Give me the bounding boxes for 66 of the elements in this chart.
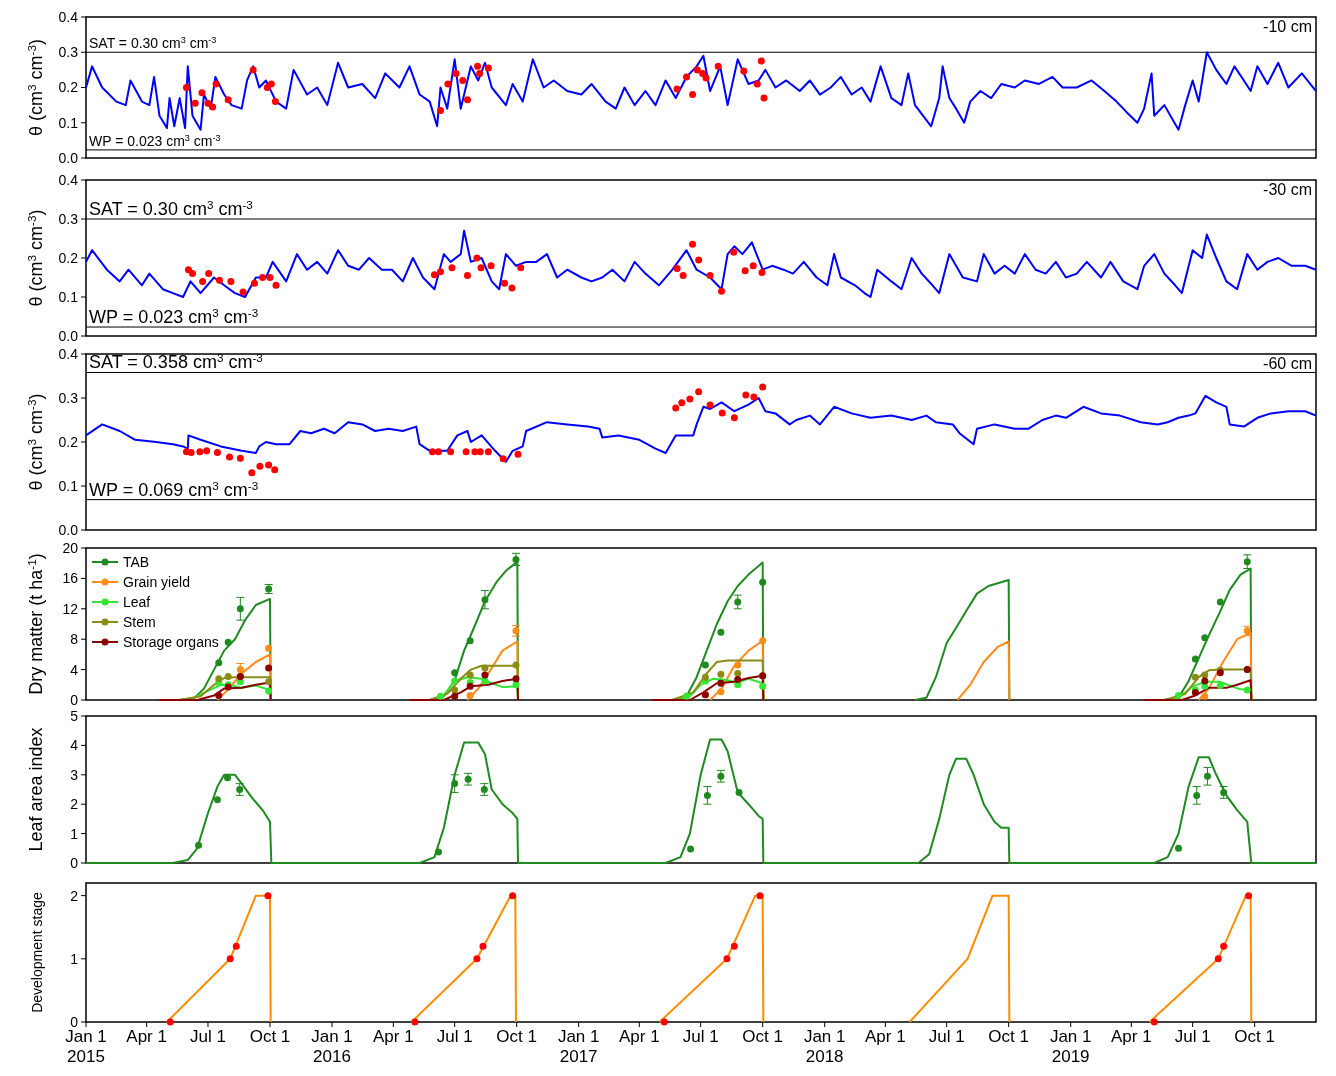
y-tick-label: 5 [70, 707, 79, 724]
legend-label: Stem [123, 613, 156, 630]
y-tick-label: 8 [70, 631, 79, 648]
legend-label: Grain yield [123, 573, 190, 590]
y-tick-label: 1 [70, 950, 79, 967]
x-tick-label: Jul 1 [682, 1027, 719, 1046]
y-tick-label: 4 [70, 661, 79, 678]
x-tick-label: Apr 1 [619, 1027, 660, 1046]
ref-line-label: SAT = 0.30 cm$^{3}$ cm$^{-3}$ [89, 197, 253, 219]
x-tick-label: Jul 1 [1174, 1027, 1211, 1046]
annotation: -10 cm [1263, 18, 1312, 35]
y-tick-label: 0.2 [58, 79, 79, 96]
ref-line-label: WP = 0.023 cm$^{3}$ cm$^{-3}$ [89, 132, 221, 149]
y-tick-label: 0.1 [58, 114, 79, 131]
y-tick-label: 0.0 [58, 521, 79, 538]
y-tick-label: 20 [62, 539, 79, 556]
ref-line-label: WP = 0.069 cm$^{3}$ cm$^{-3}$ [89, 478, 259, 500]
y-tick-label: 0.4 [58, 345, 79, 362]
y-tick-label: 0.4 [58, 171, 79, 188]
legend-label: Storage organs [123, 633, 219, 650]
y-tick-label: 0.0 [58, 149, 79, 166]
ref-line-label: WP = 0.023 cm$^{3}$ cm$^{-3}$ [89, 305, 259, 328]
x-tick-label: Jan 1 2018 [803, 1027, 846, 1066]
y-axis-title: Leaf area index [26, 727, 46, 852]
ref-line-label: SAT = 0.30 cm$^{3}$ cm$^{-3}$ [89, 35, 217, 52]
y-tick-label: 0 [70, 854, 79, 871]
x-tick-label: Jan 1 2016 [311, 1027, 353, 1066]
x-tick-label: Oct 1 [496, 1027, 537, 1046]
y-tick-label: 1 [70, 825, 79, 842]
y-tick-label: 16 [62, 570, 79, 587]
x-tick-label: Apr 1 [373, 1027, 414, 1046]
y-tick-label: 0.3 [58, 44, 79, 61]
y-tick-label: 0.3 [58, 210, 79, 227]
y-axis-title: Development stage [29, 891, 45, 1013]
x-tick-label: Jan 1 2019 [1049, 1027, 1092, 1066]
y-tick-label: 0 [70, 1013, 79, 1030]
x-tick-label: Jul 1 [190, 1027, 226, 1046]
x-tick-label: Oct 1 [742, 1027, 783, 1046]
y-tick-label: 0.2 [58, 249, 79, 266]
x-tick-label: Apr 1 [1111, 1027, 1152, 1046]
x-tick-label: Jul 1 [436, 1027, 473, 1046]
x-tick-label: Oct 1 [249, 1027, 291, 1046]
x-tick-label: Oct 1 [988, 1027, 1029, 1046]
legend-label: TAB [123, 553, 150, 570]
y-tick-label: 12 [62, 600, 79, 617]
legend-label: Leaf [123, 593, 151, 610]
y-tick-label: 0.2 [58, 433, 79, 450]
x-tick-label: Apr 1 [865, 1027, 906, 1046]
y-tick-label: 0.1 [58, 288, 79, 305]
y-tick-label: 0 [70, 691, 79, 708]
y-tick-label: 2 [70, 887, 79, 904]
y-tick-label: 0.0 [58, 327, 79, 344]
x-tick-label: Apr 1 [126, 1027, 167, 1046]
y-tick-label: 3 [70, 766, 79, 783]
y-tick-label: 0.3 [58, 389, 79, 406]
x-tick-label: Jan 1 2017 [557, 1027, 600, 1066]
y-tick-label: 0.1 [58, 477, 79, 494]
annotation: -30 cm [1263, 181, 1312, 198]
y-tick-label: 0.4 [58, 8, 79, 25]
annotation: -60 cm [1263, 355, 1312, 372]
x-tick-label: Jul 1 [928, 1027, 965, 1046]
y-tick-label: 2 [70, 796, 79, 813]
x-tick-label: Oct 1 [1234, 1027, 1275, 1046]
ref-line-label: SAT = 0.358 cm$^{3}$ cm$^{-3}$ [89, 350, 263, 373]
y-tick-label: 4 [70, 737, 79, 754]
x-tick-label: Jan 1 2015 [65, 1027, 107, 1066]
